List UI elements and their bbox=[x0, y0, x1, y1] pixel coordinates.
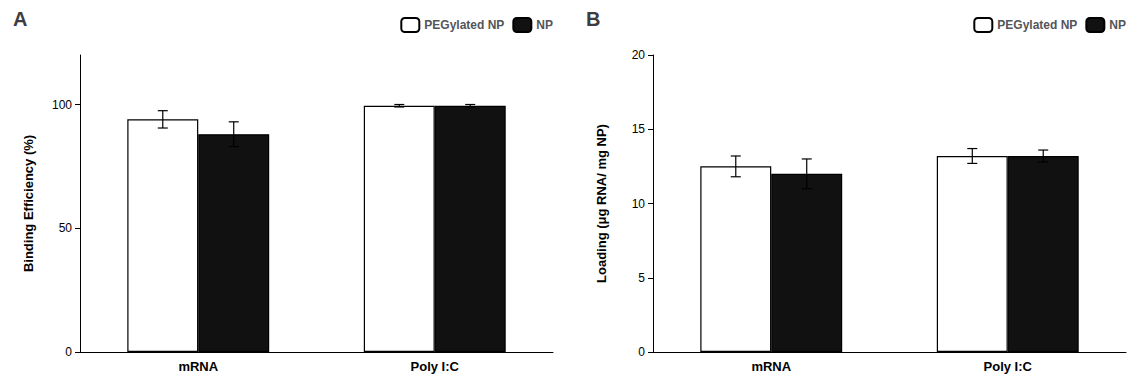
svg-text:100: 100 bbox=[52, 98, 72, 112]
svg-text:Loading (μg RNA/ mg NP): Loading (μg RNA/ mg NP) bbox=[594, 124, 609, 283]
svg-text:Poly I:C: Poly I:C bbox=[984, 359, 1033, 374]
svg-text:0: 0 bbox=[638, 345, 645, 359]
svg-text:50: 50 bbox=[59, 221, 73, 235]
svg-text:PEGylated NP: PEGylated NP bbox=[997, 18, 1077, 32]
svg-text:Binding Efficiency (%): Binding Efficiency (%) bbox=[21, 135, 36, 272]
svg-text:A: A bbox=[13, 8, 27, 30]
svg-text:20: 20 bbox=[632, 48, 646, 62]
svg-text:mRNA: mRNA bbox=[751, 359, 791, 374]
svg-text:NP: NP bbox=[1109, 18, 1126, 32]
svg-text:NP: NP bbox=[536, 18, 553, 32]
svg-text:15: 15 bbox=[632, 122, 646, 136]
svg-text:5: 5 bbox=[638, 271, 645, 285]
svg-text:mRNA: mRNA bbox=[178, 359, 218, 374]
svg-text:0: 0 bbox=[65, 345, 72, 359]
svg-text:10: 10 bbox=[632, 197, 646, 211]
svg-text:Poly I:C: Poly I:C bbox=[411, 359, 460, 374]
svg-text:PEGylated NP: PEGylated NP bbox=[424, 18, 504, 32]
svg-text:B: B bbox=[586, 8, 600, 30]
